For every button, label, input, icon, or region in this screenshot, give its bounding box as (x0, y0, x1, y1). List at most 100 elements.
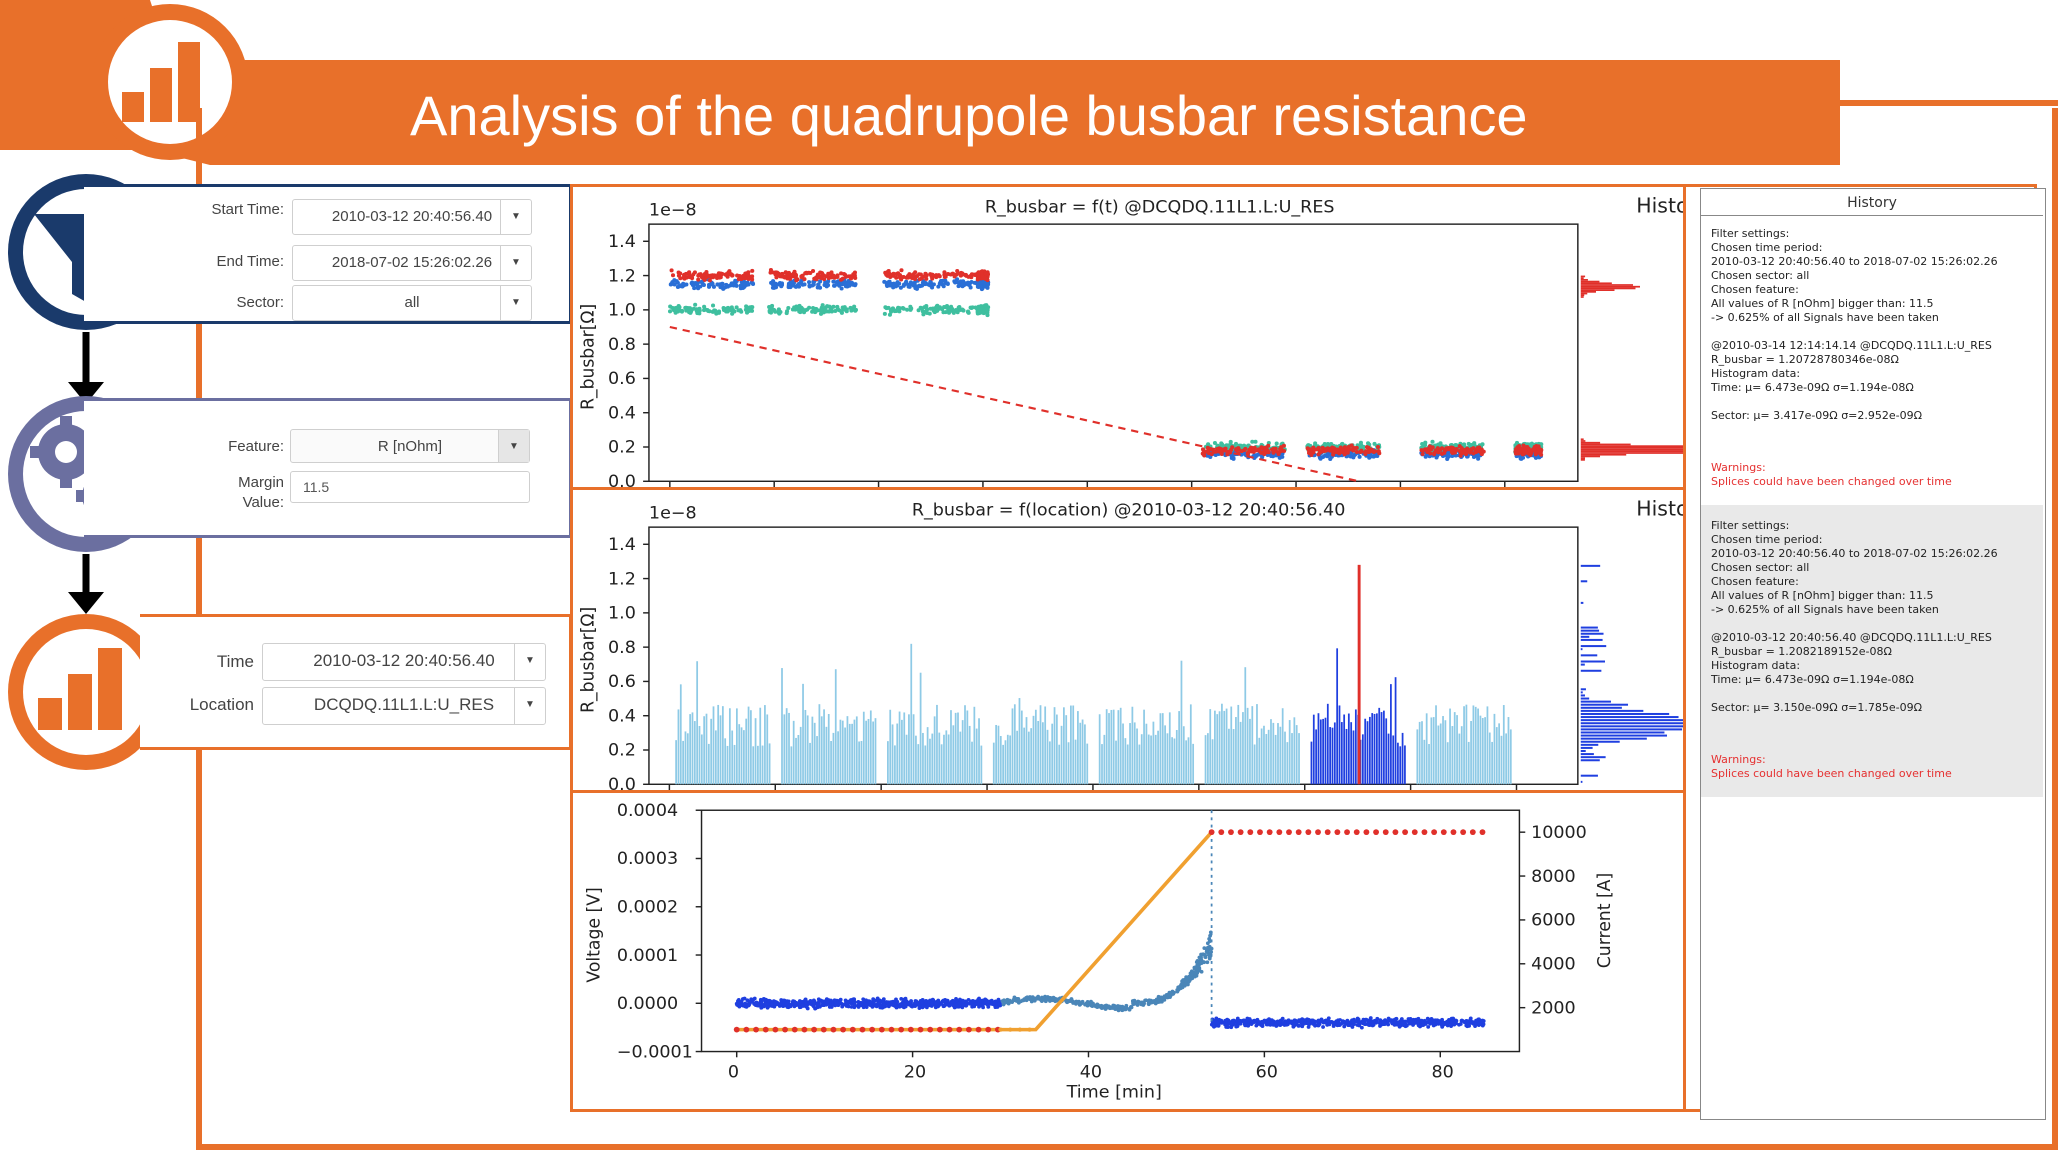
bar (978, 718, 980, 785)
data-point (807, 283, 812, 288)
y-tick-label: 0.0 (608, 472, 636, 487)
bar (1274, 734, 1277, 785)
data-point (983, 271, 988, 276)
voltage-point (1095, 1005, 1100, 1009)
histogram-bar (1580, 759, 1600, 762)
voltage-point (995, 1005, 1000, 1009)
data-point (975, 284, 980, 289)
voltage-point (1249, 1022, 1254, 1026)
voltage-point (864, 1002, 869, 1007)
histogram-bar (1580, 716, 1679, 719)
voltage-point (969, 1001, 974, 1006)
data-point (1318, 449, 1323, 454)
current-point (1266, 829, 1273, 836)
data-point (1531, 447, 1536, 452)
history-line: Filter settings: (1711, 519, 1790, 532)
voltage-point (907, 1000, 912, 1005)
data-point (970, 305, 975, 310)
data-point (1342, 451, 1347, 456)
data-point (899, 277, 904, 282)
bar (1016, 730, 1019, 785)
current-point (946, 1026, 953, 1033)
bar (703, 716, 706, 785)
voltage-point (821, 1003, 826, 1007)
data-point (894, 272, 899, 277)
feature-select[interactable]: R [nOhm] ▼ (290, 429, 530, 463)
voltage-point (820, 999, 825, 1004)
voltage-point (797, 1001, 802, 1006)
history-line: 2010-03-12 20:40:56.40 to 2018-07-02 15:… (1711, 255, 1998, 268)
voltage-point (958, 997, 962, 1002)
current-point (1469, 829, 1476, 836)
time-select[interactable]: 2010-03-12 20:40:56.40 ▼ (262, 643, 546, 681)
histogram-bar (1580, 440, 1586, 442)
x-tick-label: 0 (728, 1063, 739, 1083)
bar (1077, 711, 1079, 785)
voltage-point (748, 999, 753, 1004)
data-point (687, 270, 692, 275)
data-point (887, 312, 893, 317)
voltage-point (1085, 1001, 1090, 1006)
data-point (1277, 455, 1282, 460)
data-point (1307, 447, 1312, 452)
bar (992, 742, 995, 785)
margin-input[interactable]: 11.5 (290, 471, 530, 503)
data-point (668, 304, 673, 309)
voltage-point (1432, 1022, 1436, 1027)
current-point (859, 1026, 866, 1033)
data-point (701, 282, 706, 287)
current-point (1008, 1027, 1013, 1032)
end-time-select[interactable]: 2018-07-02 15:26:02.26 ▼ (292, 245, 532, 281)
arrow-down-icon (68, 332, 104, 404)
location-select[interactable]: DCQDQ.11L1.L:U_RES ▼ (262, 687, 546, 725)
history-entry[interactable]: Filter settings: Chosen time period: 2010-… (1701, 227, 2043, 489)
bar (1081, 719, 1084, 785)
data-point (849, 280, 854, 285)
current-point (1276, 829, 1283, 836)
data-point (832, 275, 837, 280)
data-point (852, 283, 858, 288)
y-tick-label: 0.2 (608, 438, 636, 458)
voltage-point (1137, 1000, 1141, 1004)
bar (1322, 718, 1325, 785)
bar (1277, 723, 1279, 785)
bar (1373, 713, 1376, 785)
data-point (901, 274, 906, 279)
data-point (750, 277, 755, 282)
bar (1439, 723, 1442, 785)
data-point (842, 305, 847, 310)
bar (1138, 744, 1141, 785)
voltage-point (1321, 1025, 1325, 1029)
bar (834, 669, 837, 785)
voltage-point (1345, 1020, 1350, 1025)
divider (1701, 215, 2043, 216)
voltage-point (759, 1000, 763, 1005)
data-point (780, 272, 785, 277)
data-point (1475, 445, 1480, 450)
voltage-point (1132, 1001, 1137, 1006)
history-entry[interactable]: Filter settings: Chosen time period: 2010-… (1701, 505, 2043, 797)
bar (1361, 734, 1364, 785)
bar (1331, 727, 1334, 785)
spacer (1711, 423, 2043, 461)
sector-select[interactable]: all ▼ (292, 285, 532, 321)
data-point (1432, 452, 1437, 457)
bar (1079, 722, 1082, 785)
data-point (771, 307, 776, 312)
voltage-point (1243, 1023, 1248, 1028)
voltage-point (895, 999, 900, 1004)
voltage-point (763, 998, 768, 1002)
histogram-bar (1580, 731, 1665, 734)
voltage-point (759, 1005, 764, 1009)
data-point (1354, 450, 1359, 455)
histogram-bar (1580, 629, 1600, 632)
start-time-select[interactable]: 2010-03-12 20:40:56.40 ▼ (292, 199, 532, 235)
histogram-bar (1580, 277, 1584, 279)
data-point (1255, 453, 1260, 458)
voltage-point (1196, 965, 1200, 969)
data-point (1471, 446, 1476, 451)
end-time-value: 2018-07-02 15:26:02.26 (331, 254, 493, 271)
bar (1291, 733, 1293, 785)
bar (1507, 717, 1510, 785)
history-line: Histogram data: (1711, 367, 1801, 380)
